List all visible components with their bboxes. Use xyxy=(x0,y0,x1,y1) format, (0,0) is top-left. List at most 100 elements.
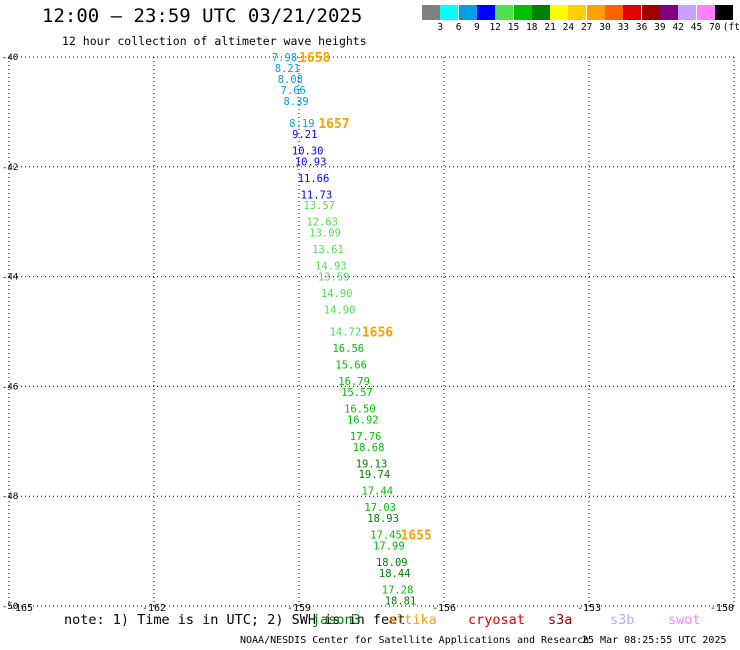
satellite-altika: altika xyxy=(388,612,437,628)
wave-height-value: 16.50 xyxy=(344,403,376,415)
colorbar-label: 12 xyxy=(489,22,501,33)
colorbar-label: 3 xyxy=(437,22,444,33)
colorbar-swatch xyxy=(659,5,678,20)
y-tick-label: -46 xyxy=(2,382,18,392)
wave-height-value: 17.45 xyxy=(370,530,402,542)
colorbar-swatch xyxy=(678,5,697,20)
page-subtitle: 12 hour collection of altimeter wave hei… xyxy=(62,34,367,48)
wave-height-value: 17.28 xyxy=(382,585,414,597)
x-tick-label: -150 xyxy=(710,603,734,612)
wave-height-value: 14.90 xyxy=(324,305,356,317)
y-tick-label: -44 xyxy=(2,273,18,283)
wave-height-value: 17.76 xyxy=(350,431,382,443)
colorbar-swatch xyxy=(550,5,569,20)
satellite-cryosat: cryosat xyxy=(468,612,525,628)
colorbar-label: 39 xyxy=(654,22,666,33)
wave-height-value: 8.08 xyxy=(278,74,303,86)
wave-height-value: 13.09 xyxy=(309,228,341,240)
wave-height-value: 11.73 xyxy=(301,189,333,201)
satellite-swot: swot xyxy=(668,612,701,628)
wave-height-value: 8.39 xyxy=(283,96,308,108)
wave-height-chart: -40 -42 -44 -46 -48 -50-165 -162 -159 -156 -153 -1… xyxy=(2,51,735,612)
wave-height-value: 19.13 xyxy=(356,458,388,470)
x-tick-label: -159 xyxy=(287,603,311,612)
wave-height-value: 11.66 xyxy=(298,173,330,185)
x-tick-label: -153 xyxy=(577,603,601,612)
wave-height-value: 13.59 xyxy=(318,272,350,284)
colorbar-swatch xyxy=(568,5,587,20)
wave-height-value: 18.81 xyxy=(385,596,417,608)
colorbar-label: 70 xyxy=(709,22,721,33)
colorbar-swatch xyxy=(531,5,550,20)
wave-height-value: 18.09 xyxy=(376,557,408,569)
colorbar-swatch xyxy=(605,5,623,20)
wave-height-value: 7.66 xyxy=(281,85,306,97)
colorbar-swatch xyxy=(476,5,495,20)
pass-time-label: 1657 xyxy=(318,117,349,132)
colorbar-label: 42 xyxy=(672,22,684,33)
colorbar-label: 18 xyxy=(526,22,538,33)
wave-height-value: 18.93 xyxy=(367,513,399,525)
colorbar-swatch xyxy=(586,5,605,20)
wave-height-value: 13.61 xyxy=(312,244,344,256)
colorbar-swatch xyxy=(458,5,477,20)
pass-time-label: 1656 xyxy=(362,326,393,341)
wave-height-value: 8.19 xyxy=(289,118,314,130)
wave-height-value: 14.72 xyxy=(330,327,362,339)
x-tick-label: -156 xyxy=(432,603,456,612)
colorbar-swatch xyxy=(696,5,715,20)
footer-note: note: 1) Time is in UTC; 2) SWH is in fe… xyxy=(64,612,406,628)
colorbar-swatch xyxy=(714,5,733,20)
y-tick-label: -48 xyxy=(2,492,18,502)
colorbar-label: 45 xyxy=(690,22,703,33)
wave-height-value: 14.90 xyxy=(321,288,353,300)
satellite-s3b: s3b xyxy=(610,612,635,628)
page-title: 12:00 – 23:59 UTC 03/21/2025 xyxy=(42,5,363,27)
wave-height-value: 13.57 xyxy=(303,200,335,212)
pass-time-label: 1655 xyxy=(401,529,432,544)
wave-height-value: 17.03 xyxy=(364,502,396,514)
colorbar-swatch xyxy=(641,5,660,20)
y-tick-label: -42 xyxy=(2,163,18,173)
wave-height-value: 19.74 xyxy=(359,469,391,481)
wave-height-value: 17.44 xyxy=(361,486,393,498)
wave-height-value: 15.57 xyxy=(341,387,373,399)
colorbar-label: 21 xyxy=(544,22,556,33)
wave-height-value: 17.99 xyxy=(373,541,405,553)
wave-height-value: 16.92 xyxy=(347,414,379,426)
colorbar-swatch xyxy=(513,5,532,20)
wave-height-value: 15.66 xyxy=(335,359,367,371)
x-tick-label: -162 xyxy=(142,603,166,612)
colorbar-label: 9 xyxy=(474,22,480,33)
wave-height-value: 10.30 xyxy=(292,145,324,157)
wave-height-value: 14.93 xyxy=(315,261,347,273)
colorbar-swatch xyxy=(495,5,514,20)
wave-height-value: 12.63 xyxy=(306,217,338,229)
y-tick-label: -50 xyxy=(2,602,18,612)
wave-height-value: 9.21 xyxy=(292,129,317,141)
colorbar-swatch xyxy=(440,5,459,20)
satellite-jason3: jason3 xyxy=(312,612,361,628)
colorbar-unit: (ft) xyxy=(722,22,740,33)
generated-timestamp: 25 Mar 08:25:55 UTC 2025 xyxy=(582,635,727,646)
y-tick-label: -40 xyxy=(2,53,18,63)
wave-height-value: 10.93 xyxy=(295,156,327,168)
wave-height-value: 18.68 xyxy=(353,442,385,454)
colorbar-label: 30 xyxy=(599,22,611,33)
colorbar-label: 24 xyxy=(562,22,575,33)
colorbar-label: 33 xyxy=(617,22,630,33)
wave-height-value: 8.21 xyxy=(275,63,300,75)
colorbar-swatch xyxy=(422,5,440,20)
colorbar-label: 27 xyxy=(580,22,593,33)
colorbar-label: 6 xyxy=(455,22,462,33)
colorbar-swatch xyxy=(623,5,642,20)
wave-height-value: 7.98 xyxy=(272,52,297,64)
wave-height-value: 16.56 xyxy=(332,343,364,355)
colorbar-label: 15 xyxy=(507,22,520,33)
colorbar-label: 36 xyxy=(635,22,648,33)
pass-time-label: 1658 xyxy=(299,51,330,66)
credit-line: NOAA/NESDIS Center for Satellite Applica… xyxy=(240,635,590,646)
x-tick-label: -165 xyxy=(9,603,33,612)
wave-height-value: 16.79 xyxy=(338,376,370,388)
wave-height-value: 18.44 xyxy=(379,568,411,580)
